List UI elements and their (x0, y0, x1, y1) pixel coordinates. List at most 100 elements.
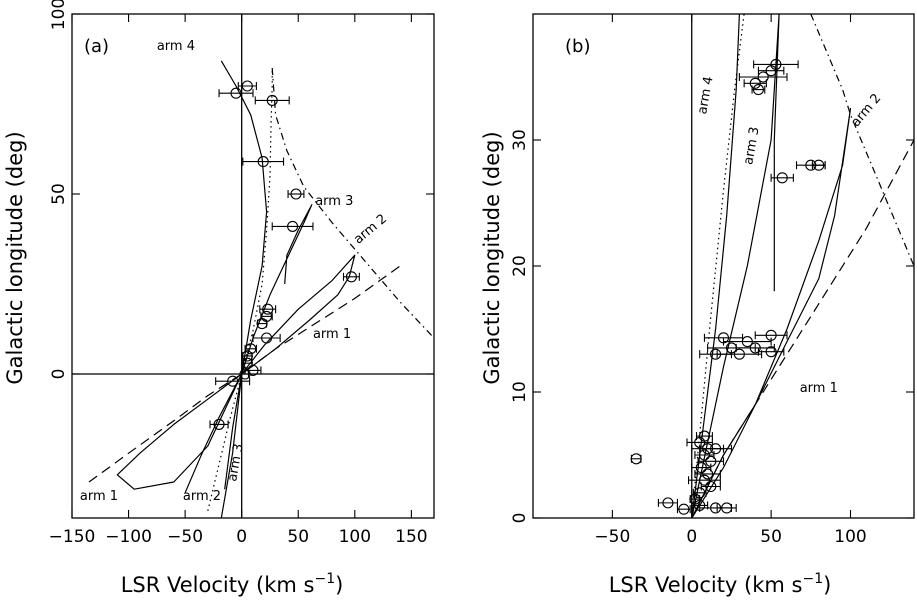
panel-a-series-arm-1-solid (116, 373, 243, 490)
panel-b-x-tick-label: 50 (760, 527, 782, 547)
panel-a-annotation-arm-2: arm 2 (183, 489, 221, 504)
panel-a-data-point (252, 332, 281, 344)
panel-b-annotation-arm-4: arm 4 (695, 75, 716, 115)
panel-b-data-point (630, 453, 642, 465)
panel-b-series-model-dashdot (810, 14, 914, 267)
panel-b-point-marker (678, 503, 690, 515)
panel-b-data-point (676, 503, 691, 515)
panel-b-point-marker (698, 474, 711, 486)
panel-b-data-point (699, 443, 732, 455)
panel-b-point-marker (702, 468, 714, 480)
panel-b-point-marker (662, 497, 674, 509)
panel-b-point-marker (695, 462, 707, 474)
panel-b-y-tick-label: 30 (510, 129, 530, 151)
panel-b-point-marker (749, 342, 761, 354)
panel-b-point-marker (733, 348, 745, 360)
panel-a-data-point (287, 188, 305, 200)
panel-a-annotation-arm-2: arm 2 (351, 211, 390, 247)
panel-a-y-tick-label: 100 (49, 0, 69, 30)
panel-a-x-axis-title: LSR Velocity (km s−1) (121, 571, 344, 597)
panel-b-data-point (757, 346, 785, 358)
panel-b-point-marker (765, 346, 777, 358)
panel-a-point-marker (213, 418, 225, 430)
panel-b-x-axis-title: LSR Velocity (km s−1) (609, 571, 832, 597)
panel-a-data-point (239, 368, 251, 380)
panel-b-plot-area (630, 14, 914, 518)
panel-b-point-marker (757, 71, 769, 83)
panel-b-y-tick-label: 20 (510, 255, 530, 277)
panel-a-series-model-dotted (207, 68, 273, 511)
panel-a-point-marker (261, 332, 273, 344)
panel-b-data-point (688, 474, 721, 486)
panel-a-annotation-arm-1: arm 1 (80, 489, 118, 504)
panel-a-y-axis-title: Galactic longitude (deg) (3, 131, 27, 384)
panel-a-data-point (271, 220, 314, 232)
panel-b-point-marker (698, 449, 711, 461)
panel-a-plot-area (88, 60, 434, 518)
panel-b-point-marker (813, 159, 825, 171)
panel-a-point-marker (287, 220, 299, 232)
panel-a-x-tick-label: 150 (395, 527, 427, 547)
panel-b-x-tick-label: 0 (686, 527, 697, 547)
panel-b-data-point (738, 71, 788, 83)
panel-b-annotation-arm-3: arm 3 (741, 126, 762, 166)
panel-b-annotation-arm-2: arm 2 (848, 91, 884, 130)
panel-b-frame (532, 13, 915, 519)
panel-a-label: (a) (84, 36, 109, 57)
panel-a-x-tick-label: −100 (105, 527, 152, 547)
panel-b-series-arm-2-solid (691, 107, 852, 518)
panel-a-data-point (256, 318, 268, 330)
panel-b-label: (b) (565, 36, 590, 57)
panel-a-annotation-arm-3: arm 3 (225, 443, 246, 483)
panel-a-annotation-arm-3: arm 3 (315, 194, 353, 209)
panel-b-data-point (743, 77, 767, 89)
panel-b-annotation-arm-1: arm 1 (800, 381, 838, 396)
panel-a-annotation-arm-1: arm 1 (313, 327, 351, 342)
panel-b-data-point (722, 336, 772, 348)
panel-b-series-model-dotted (691, 14, 745, 518)
panel-b-point-marker (752, 84, 764, 96)
panel-b-x-tick-label: −50 (594, 527, 630, 547)
panel-a-y-tick-label: 0 (49, 369, 69, 380)
panel-b-data-point (811, 159, 826, 171)
panel-a-point-marker (245, 343, 257, 355)
panel-b-x-tick-label: 100 (834, 527, 866, 547)
panel-b-y-tick-label: 0 (510, 513, 530, 524)
panel-a-x-tick-label: −150 (49, 527, 96, 547)
panel-a-point-marker (239, 368, 251, 380)
panel-b-point-marker (765, 65, 777, 77)
panel-a-data-point (244, 343, 257, 355)
panel-a-series-arm-1-dashed (88, 265, 401, 483)
panel-b-data-point (657, 497, 679, 509)
panel-b-data-point (757, 65, 785, 77)
panel-b-data-point (686, 436, 713, 448)
panel-a-point-marker (241, 350, 253, 362)
panel-a-point-marker (256, 318, 268, 330)
panel-b-data-point (716, 502, 737, 514)
panel-b: (b) Galactic longitude (deg) LSR Velocit… (480, 13, 915, 597)
panel-a-y-tick-label: 50 (49, 183, 69, 205)
panel-a-x-tick-label: 50 (287, 527, 309, 547)
panel-a-data-point (342, 271, 360, 283)
panel-b-series-arm-1-dashed (691, 139, 914, 518)
panel-a-annotation-arm-4: arm 4 (157, 39, 195, 54)
panel-b-series-arm-3-solid (691, 14, 780, 518)
panel-a-x-tick-label: 100 (339, 527, 371, 547)
panel-a: (a) Galactic longitude (deg) LSR Velocit… (3, 0, 435, 597)
panel-a-data-point (259, 303, 277, 315)
panel-b-point-marker (765, 329, 777, 341)
panel-a-point-marker (241, 80, 253, 92)
panel-a-series-arm-3-solid (224, 204, 313, 490)
panel-a-data-point (242, 156, 285, 168)
panel-b-point-marker (710, 443, 722, 455)
panel-b-point-marker (630, 453, 642, 465)
panel-a-point-marker (257, 156, 269, 168)
panel-a-data-point (237, 80, 257, 92)
panel-a-x-tick-label: −50 (167, 527, 203, 547)
panel-b-point-marker (749, 77, 761, 89)
panel-b-series-arm-4-solid (691, 14, 740, 518)
panel-b-data-point (751, 84, 766, 96)
panel-a-series-arm-2-solid (184, 254, 356, 494)
panel-a-series-arm-4-solid (220, 60, 268, 518)
